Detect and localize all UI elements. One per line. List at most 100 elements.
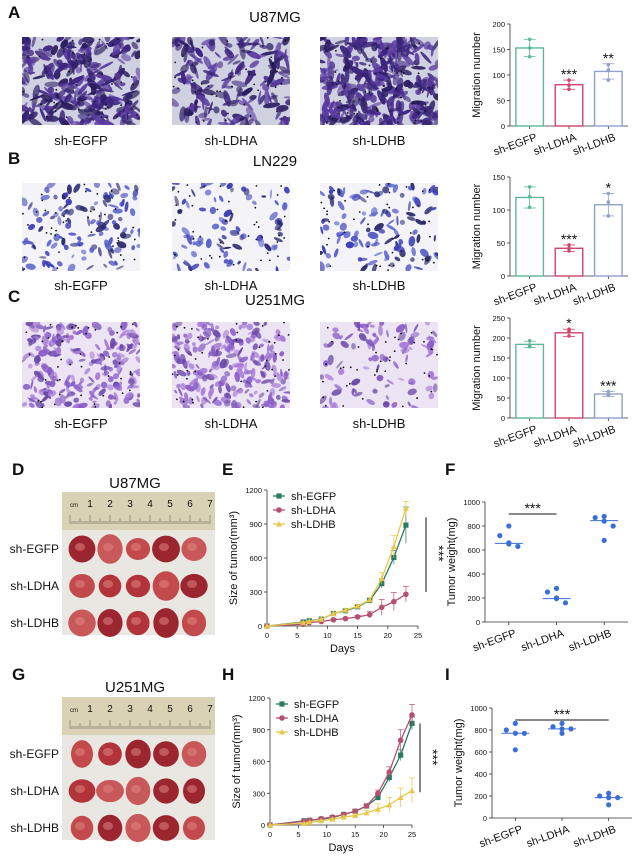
tumor-highlight [103,822,113,830]
pore [35,210,38,213]
pore [191,79,194,82]
cell [329,397,333,406]
cell [47,90,57,100]
cell [331,389,342,396]
cell [112,373,120,380]
cell [197,236,204,243]
cell [371,354,379,362]
pore [344,199,346,202]
pore [375,351,377,354]
pore [218,255,221,258]
data-point [527,37,532,42]
y-axis-label: Size of tumor(mm³) [228,511,240,605]
tumor-highlight [103,580,113,588]
pore [331,340,333,343]
pore [211,93,213,96]
cell [410,257,415,262]
cell [368,212,379,217]
pore [384,341,387,343]
cell [113,392,119,402]
pore [133,238,136,241]
cell [172,363,176,369]
x-tick-label: sh-LDHA [532,423,579,450]
pore [107,375,110,377]
cell [243,188,250,196]
cell [410,405,420,408]
pore [430,331,433,334]
pore [175,398,178,401]
tumor-highlight [131,748,141,756]
pore [261,325,264,327]
cell [410,332,420,338]
marker-square [375,794,381,801]
cell [191,342,196,347]
cell [244,388,250,394]
cell [62,334,70,338]
cell [132,344,137,349]
panel-label-i: I [445,665,450,684]
cell [112,208,123,214]
cell [432,383,438,393]
cell [357,73,362,84]
cell [42,259,46,268]
cell [64,93,72,103]
cell [414,197,421,208]
cell [27,49,35,57]
cell [274,200,279,206]
data-point [527,339,532,343]
pore [89,210,92,213]
cell [94,45,108,56]
cell [370,242,381,247]
cell [66,217,72,224]
cell [174,70,188,77]
cell [378,48,382,56]
cell [217,336,220,341]
cell [79,377,85,384]
cell [228,340,234,350]
cell [248,393,254,398]
tumor-row-label: sh-LDHA [10,784,59,798]
marker-triangle [366,596,373,603]
tumor-highlight [159,617,169,625]
data-point [567,334,571,338]
pore [270,56,273,59]
cell [365,241,371,248]
cell [65,222,72,229]
pore [45,115,48,118]
cell [40,325,47,330]
tumor-highlight [103,748,113,756]
cell [214,51,221,58]
panel-label-g: G [12,665,25,684]
y-tick-label: 0 [501,414,505,423]
cell [73,397,80,403]
cell [262,102,281,109]
pore [428,189,431,191]
cell [131,245,136,251]
cell [134,184,139,192]
cell [337,368,345,375]
cell [115,265,125,270]
cell [195,47,204,58]
pore [361,398,364,400]
pore [364,90,367,93]
cell [27,202,33,211]
cell [132,402,140,408]
cell [424,322,431,326]
pore [55,88,58,91]
cell [420,51,432,64]
cell [126,343,133,350]
cell [40,94,53,103]
pore [216,90,218,93]
cell [207,327,215,332]
cell [379,353,386,362]
cell [363,120,371,125]
cell [272,54,287,64]
pore [229,75,232,78]
cell [22,197,28,207]
pore [41,199,44,202]
cell [176,334,181,340]
cell [117,352,126,358]
pore [243,103,246,106]
pore [54,211,57,214]
cell [395,324,406,333]
